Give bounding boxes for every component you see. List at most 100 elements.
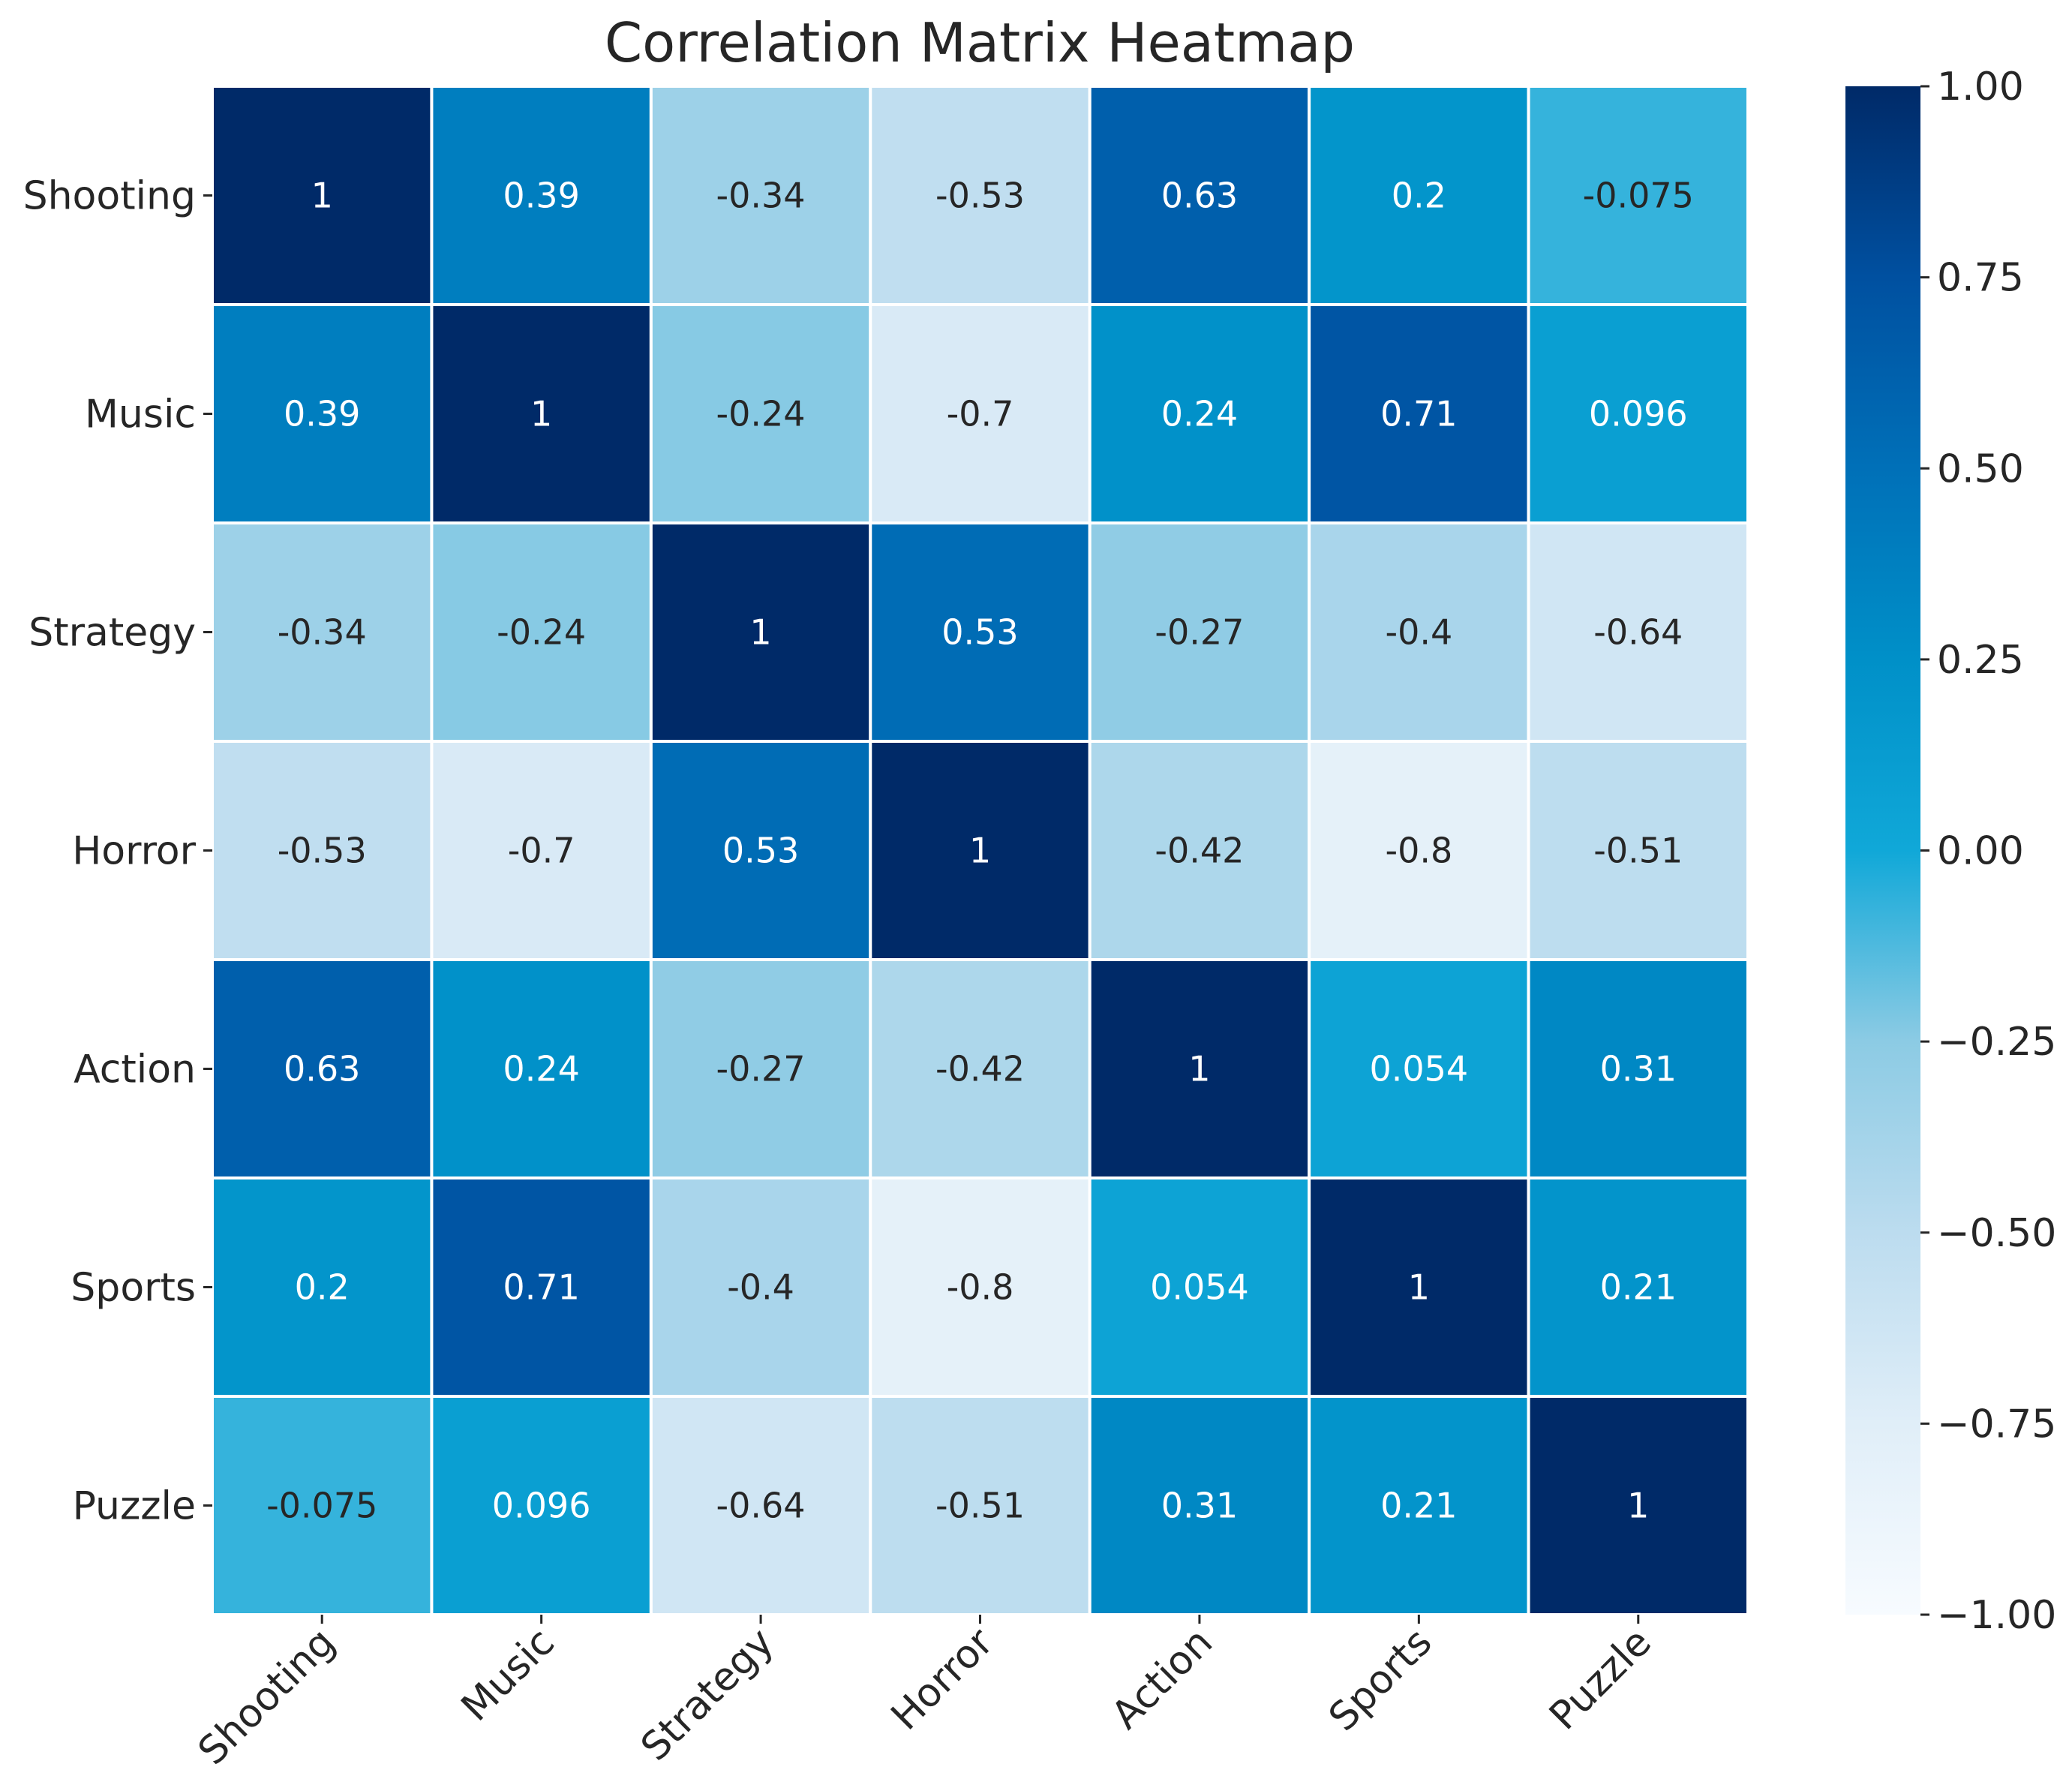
cell-annotation: -0.075 [266,1486,377,1526]
cell-annotation: 0.31 [1161,1486,1238,1526]
heatmap-cell [649,1176,872,1398]
heatmap-cell [211,1395,434,1616]
y-tick-label: Puzzle [73,1484,196,1529]
x-tick-label: Sports [1320,1620,1440,1740]
heatmap-cell [649,303,872,524]
colorbar-tick-label: −0.25 [1937,1020,2056,1065]
cell-annotation: 0.63 [1161,176,1238,216]
cell-annotation: 0.63 [284,1049,360,1089]
cell-annotation: -0.27 [1155,612,1244,653]
colorbar-tick-label: −0.50 [1937,1211,2056,1256]
y-tick-label: Sports [71,1266,196,1311]
cell-annotation: 1 [530,394,552,434]
heatmap-cell [1088,1176,1311,1398]
cell-annotation: -0.53 [935,176,1025,216]
colorbar-tick-label: −0.75 [1937,1402,2056,1447]
cell-annotation: 0.2 [295,1267,350,1308]
heatmap-cell [869,85,1092,306]
cell-annotation: -0.51 [935,1486,1025,1526]
cell-annotation: -0.27 [716,1049,806,1089]
heatmap-cell [1527,1176,1749,1398]
cell-annotation: -0.64 [1593,612,1683,653]
heatmap-cell [869,1176,1092,1398]
heatmap-cell [1308,85,1530,306]
colorbar-tick-label: 1.00 [1937,65,2024,110]
heatmap-cell [869,521,1092,743]
heatmap-cell [649,521,872,743]
colorbar-tick-label: 0.25 [1937,638,2024,683]
heatmap-cell [430,521,653,743]
cell-annotation: -0.8 [947,1267,1014,1308]
cell-annotation: 0.096 [1589,394,1688,434]
heatmap-cell [649,958,872,1179]
cell-annotation: 0.21 [1600,1267,1677,1308]
heatmap-cell [869,740,1092,961]
heatmap-cell [1527,303,1749,524]
cell-annotation: 0.21 [1380,1486,1457,1526]
cell-annotation: 1 [1188,1049,1210,1089]
cell-annotation: 0.53 [722,831,799,871]
cell-annotation: -0.42 [1155,831,1244,871]
cell-annotation: -0.4 [1385,612,1452,653]
cell-annotation: -0.34 [716,176,806,216]
x-tick-label: Shooting [190,1620,344,1774]
cell-annotation: -0.4 [727,1267,794,1308]
cell-annotation: 0.054 [1150,1267,1249,1308]
x-tick-label: Horror [883,1619,1002,1738]
heatmap-cell [211,1176,434,1398]
x-axis-labels: Shooting Music Strategy Horror Action Sports P… [190,1615,1660,1774]
cell-annotation: -0.7 [947,394,1014,434]
heatmap-cell [1088,303,1311,524]
cell-annotation: 1 [1627,1486,1649,1526]
cell-annotation: 1 [749,612,771,653]
cell-annotation: 0.31 [1600,1049,1677,1089]
x-tick-label: Action [1104,1620,1222,1738]
cell-annotation: 0.39 [284,394,360,434]
heatmap-cell [1527,521,1749,743]
heatmap-cell [649,1395,872,1616]
cell-annotation: -0.53 [278,831,367,871]
heatmap-cell [1527,958,1749,1179]
cell-annotation: 1 [969,831,991,871]
y-tick-label: Action [74,1047,196,1092]
y-tick-label: Shooting [23,174,196,219]
cell-annotation: -0.24 [716,394,806,434]
colorbar: 1.00 0.75 0.50 0.25 0.00 −0.25 −0.50 −0.75 −1.00 [1845,65,2056,1638]
heatmap-cell [1088,521,1311,743]
colorbar-tick-label: −1.00 [1937,1593,2056,1638]
colorbar-tick-label: 0.50 [1937,446,2024,491]
heatmap-cell [430,85,653,306]
cell-annotation: 0.24 [503,1049,579,1089]
cell-annotation: -0.8 [1385,831,1452,871]
heatmap-cell [1308,740,1530,961]
heatmap-cell [869,1395,1092,1616]
heatmap-cell [1088,1395,1311,1616]
heatmap-cell [211,740,434,961]
heatmap-cell [211,958,434,1179]
cell-annotation: 0.054 [1370,1049,1469,1089]
y-tick-label: Music [85,392,196,437]
y-tick-label: Strategy [29,611,196,656]
heatmap-cell [1527,740,1749,961]
cell-annotation: 0.096 [492,1486,591,1526]
y-axis-labels: Shooting Music Strategy Horror Action Sports P… [23,174,212,1529]
cell-annotation: 0.39 [503,176,579,216]
cell-annotation: 0.71 [503,1267,579,1308]
heatmap-cells: 1 0.39 -0.34 -0.53 0.63 0.2 -0.075 0.39 1 -0.24 -0… [211,85,1749,1616]
colorbar-tick-label: 0.75 [1937,256,2024,301]
y-tick-label: Horror [72,829,196,874]
x-tick-label: Strategy [632,1620,782,1770]
cell-annotation: -0.075 [1583,176,1694,216]
colorbar-gradient [1845,86,1920,1615]
heatmap-cell [649,85,872,306]
cell-annotation: -0.51 [1593,831,1683,871]
cell-annotation: -0.42 [935,1049,1025,1089]
cell-annotation: -0.24 [497,612,586,653]
heatmap-cell [211,85,434,306]
cell-annotation: 0.53 [941,612,1018,653]
cell-annotation: 0.71 [1380,394,1457,434]
cell-annotation: -0.34 [278,612,367,653]
x-tick-label: Puzzle [1541,1620,1660,1739]
heatmap-cell [1308,1395,1530,1616]
heatmap-cell [430,740,653,961]
